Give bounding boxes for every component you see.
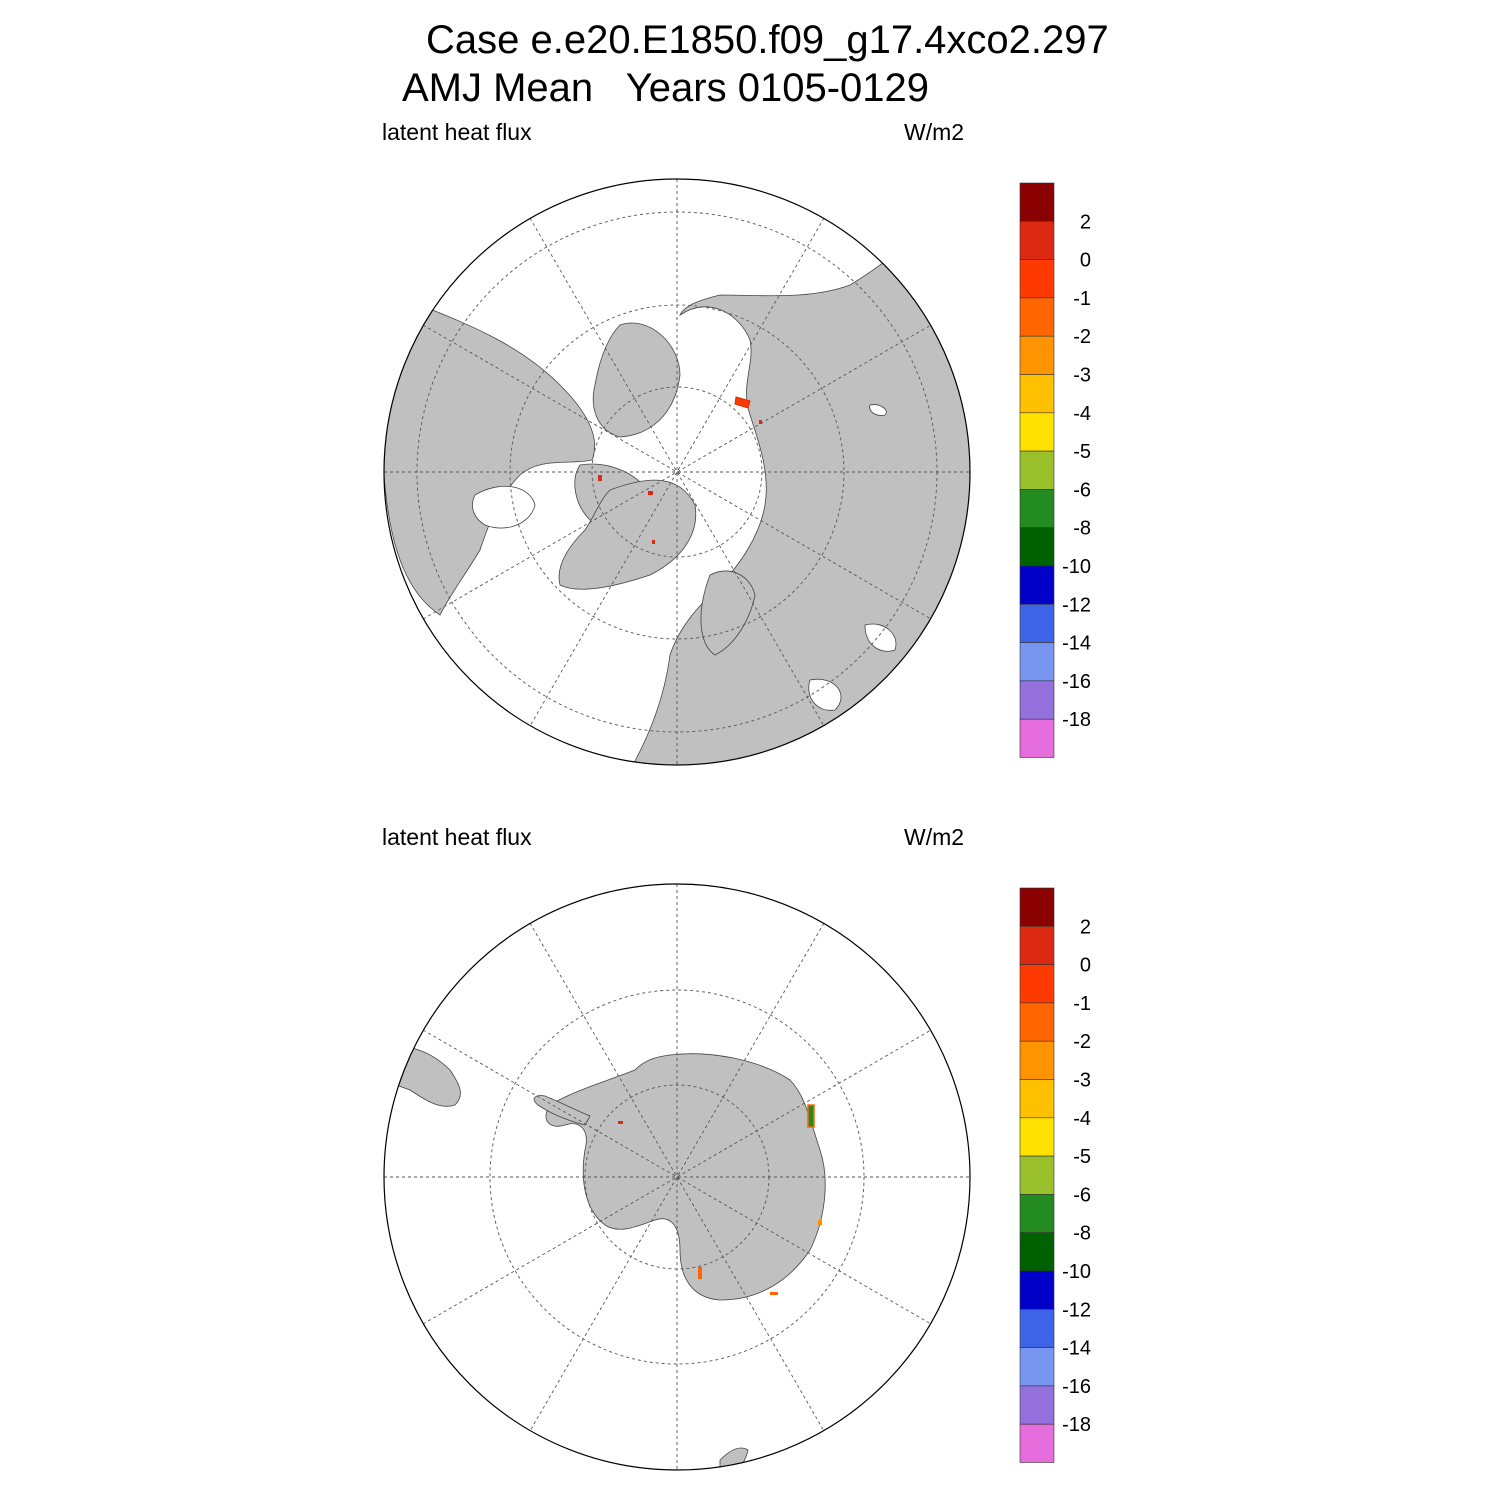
north-colorbar-cell [1019, 182, 1055, 222]
north-colorbar-cell [1019, 489, 1055, 528]
north-variable-label: latent heat flux [382, 119, 532, 145]
south-colorbar-cell [1019, 1079, 1055, 1119]
north-landmasses [384, 179, 970, 765]
south-colorbar-cell [1019, 1155, 1055, 1195]
north-colorbar-label: -8 [1073, 518, 1091, 540]
south-units-label: W/m2 [904, 824, 965, 850]
north-colorbar-cell [1019, 335, 1055, 375]
south-colorbar-cell [1019, 1117, 1055, 1157]
south-colorbar-label: -2 [1073, 1031, 1091, 1053]
north-colorbar-label: -3 [1073, 365, 1091, 387]
north-polar-map [383, 178, 971, 766]
scandinavia-land [700, 570, 756, 656]
south-colorbar-label: -12 [1062, 1299, 1091, 1321]
south-colorbar-cells [1019, 887, 1055, 1463]
south-colorbar-cell [1019, 964, 1055, 1004]
north-colorbar-label: -14 [1062, 633, 1091, 655]
north-colorbar-label: -16 [1062, 671, 1091, 693]
south-colorbar-cell [1019, 1308, 1055, 1348]
south-colorbar-label: -14 [1062, 1338, 1091, 1360]
south-colorbar-label: 2 [1080, 916, 1091, 938]
north-colorbar-cell [1019, 412, 1055, 452]
south-map-border [383, 883, 971, 1471]
north-map-border [383, 178, 971, 766]
south-colorbar-cell [1019, 1347, 1055, 1387]
north-america-land [592, 322, 681, 438]
north-colorbar-cell [1019, 603, 1055, 643]
north-colorbar-label: -4 [1073, 403, 1091, 425]
south-colorbar-cell [1019, 1194, 1055, 1233]
south-colorbar-label: -5 [1073, 1146, 1091, 1168]
south-colorbar-label: -1 [1073, 993, 1091, 1015]
north-colorbar-cell [1019, 220, 1055, 260]
north-colorbar-label: -6 [1073, 479, 1091, 501]
north-colorbar-label: 0 [1080, 250, 1091, 272]
south-colorbar-cell [1019, 1232, 1055, 1272]
south-colorbar-cell [1019, 1385, 1055, 1425]
south-colorbar-label: -3 [1073, 1070, 1091, 1092]
north-colorbar-cell [1019, 259, 1055, 299]
south-colorbar: 2 0 -1 -2 -3 -4 -5 -6 -8 -10 -12 -14 -16 -18 [1019, 887, 1091, 1463]
north-colorbar-label: -1 [1073, 288, 1091, 310]
south-colorbar-label: 0 [1080, 955, 1091, 977]
south-colorbar-label: -18 [1062, 1414, 1091, 1436]
greenland-land [558, 479, 697, 590]
north-colorbar-label: -5 [1073, 441, 1091, 463]
south-colorbar-cell [1019, 1002, 1055, 1042]
north-colorbar-cell [1019, 527, 1055, 567]
antarctic-peninsula-land [533, 1095, 591, 1126]
north-colorbar-cell [1019, 642, 1055, 682]
south-colorbar-cell [1019, 887, 1055, 927]
south-colorbar-cell [1019, 1423, 1055, 1463]
south-colorbar-label: -8 [1073, 1223, 1091, 1245]
north-colorbar-cell [1019, 565, 1055, 605]
south-colorbar-cell [1019, 1040, 1055, 1080]
figure-title-line-2: AMJ Mean Years 0105-0129 [402, 66, 930, 110]
south-colorbar-cell [1019, 1270, 1055, 1310]
north-colorbar-cells [1019, 182, 1055, 758]
north-colorbar-label: -2 [1073, 326, 1091, 348]
north-colorbar-cell [1019, 680, 1055, 720]
south-colorbar-label: -10 [1062, 1261, 1091, 1283]
south-variable-label: latent heat flux [382, 824, 532, 850]
south-colorbar-cell [1019, 925, 1055, 965]
south-colorbar-label: -16 [1062, 1376, 1091, 1398]
north-colorbar-label: -12 [1062, 594, 1091, 616]
north-colorbar-cell [1019, 297, 1055, 337]
south-colorbar-labels: 2 0 -1 -2 -3 -4 -5 -6 -8 -10 -12 -14 -16 -18 [1062, 916, 1091, 1436]
south-colorbar-label: -6 [1073, 1184, 1091, 1206]
north-graticule [384, 179, 970, 765]
north-colorbar-label: 2 [1080, 211, 1091, 233]
north-colorbar-label: -10 [1062, 556, 1091, 578]
figure-title-line-1: Case e.e20.E1850.f09_g17.4xco2.297 [426, 18, 1109, 62]
north-units-label: W/m2 [904, 119, 965, 145]
north-colorbar-labels: 2 0 -1 -2 -3 -4 -5 -6 -8 -10 -12 -14 -16 -18 [1062, 211, 1091, 731]
north-colorbar-label: -18 [1062, 709, 1091, 731]
south-data-cells [618, 1104, 822, 1295]
north-colorbar-cell [1019, 374, 1055, 414]
north-colorbar-cell [1019, 450, 1055, 490]
south-colorbar-label: -4 [1073, 1108, 1091, 1130]
north-colorbar: 2 0 -1 -2 -3 -4 -5 -6 -8 -10 -12 -14 -16 -18 [1019, 182, 1091, 758]
north-data-cells [598, 396, 762, 544]
south-graticule [384, 884, 970, 1470]
south-polar-map [383, 883, 971, 1471]
north-colorbar-cell [1019, 718, 1055, 758]
